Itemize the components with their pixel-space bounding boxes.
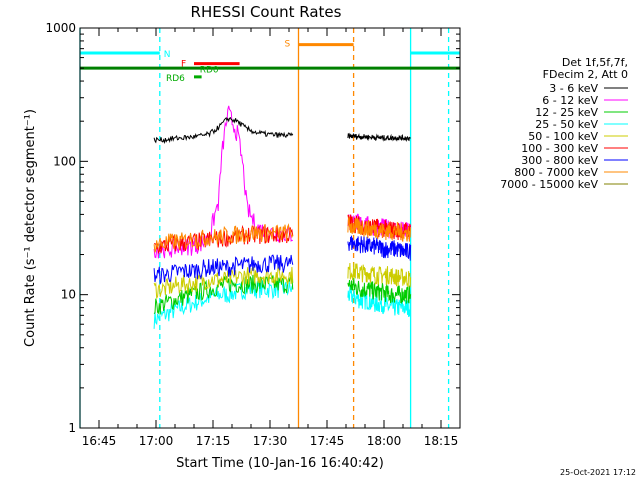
x-tick-label: 18:15 xyxy=(424,434,459,448)
flag-label-rd0: RD0 xyxy=(200,66,219,76)
series-300-800-kev-seg1 xyxy=(153,254,294,285)
x-tick-label: 17:00 xyxy=(139,434,174,448)
x-tick-label: 18:00 xyxy=(367,434,402,448)
x-tick-label: 17:30 xyxy=(253,434,288,448)
flag-label-rd6: RD6 xyxy=(166,74,185,84)
y-axis-label: Count Rate (s⁻¹ detector segment⁻¹) xyxy=(23,109,38,347)
x-tick-label: 17:15 xyxy=(196,434,231,448)
legend-label: 100 - 300 keV xyxy=(521,142,598,155)
y-tick-label: 1000 xyxy=(45,21,76,35)
axes: 16:45 17:00 17:15 17:30 17:45 18:00 18:15 1 10 10… xyxy=(45,21,461,448)
legend-label: 7000 - 15000 keV xyxy=(500,178,598,191)
y-tick-label: 10 xyxy=(61,288,76,302)
series-25-50-kev-seg1 xyxy=(153,278,294,329)
series-3-6-kev-seg2 xyxy=(347,132,411,142)
series-12-25-kev-seg2 xyxy=(347,277,412,304)
x-tick-label: 16:45 xyxy=(82,434,117,448)
chart-title: RHESSI Count Rates xyxy=(191,3,342,21)
flag-label-f: F xyxy=(181,60,186,70)
series-3-6-kev-seg1 xyxy=(153,116,294,145)
series-800-7000-kev-seg1 xyxy=(153,223,294,253)
legend-label: 6 - 12 keV xyxy=(542,94,598,107)
legend-label: 25 - 50 keV xyxy=(535,118,598,131)
series-lines xyxy=(153,105,412,329)
legend-label: 300 - 800 keV xyxy=(521,154,598,167)
series-50-100-kev-seg2 xyxy=(347,262,412,288)
flag-bars: N S F RD0 RD6 xyxy=(80,40,460,84)
x-axis-label: Start Time (10-Jan-16 16:40:42) xyxy=(176,456,384,471)
legend-label: 50 - 100 keV xyxy=(528,130,598,143)
flag-label-s: S xyxy=(285,40,291,50)
series-25-50-kev-seg2 xyxy=(347,285,412,317)
footer-timestamp: 25-Oct-2021 17:12 xyxy=(560,468,636,477)
legend-header: FDecim 2, Att 0 xyxy=(543,68,628,81)
series-50-100-kev-seg1 xyxy=(153,264,294,299)
series-800-7000-kev-seg2 xyxy=(347,215,412,242)
legend-label: 800 - 7000 keV xyxy=(514,166,598,179)
y-tick-label: 1 xyxy=(68,421,76,435)
x-tick-label: 17:45 xyxy=(310,434,345,448)
series-300-800-kev-seg2 xyxy=(347,235,412,261)
flag-label-n: N xyxy=(164,50,171,60)
legend-header: Det 1f,5f,7f, xyxy=(562,56,628,69)
legend-label: 3 - 6 keV xyxy=(549,82,598,95)
legend-label: 12 - 25 keV xyxy=(535,106,598,119)
y-tick-label: 100 xyxy=(53,154,76,168)
